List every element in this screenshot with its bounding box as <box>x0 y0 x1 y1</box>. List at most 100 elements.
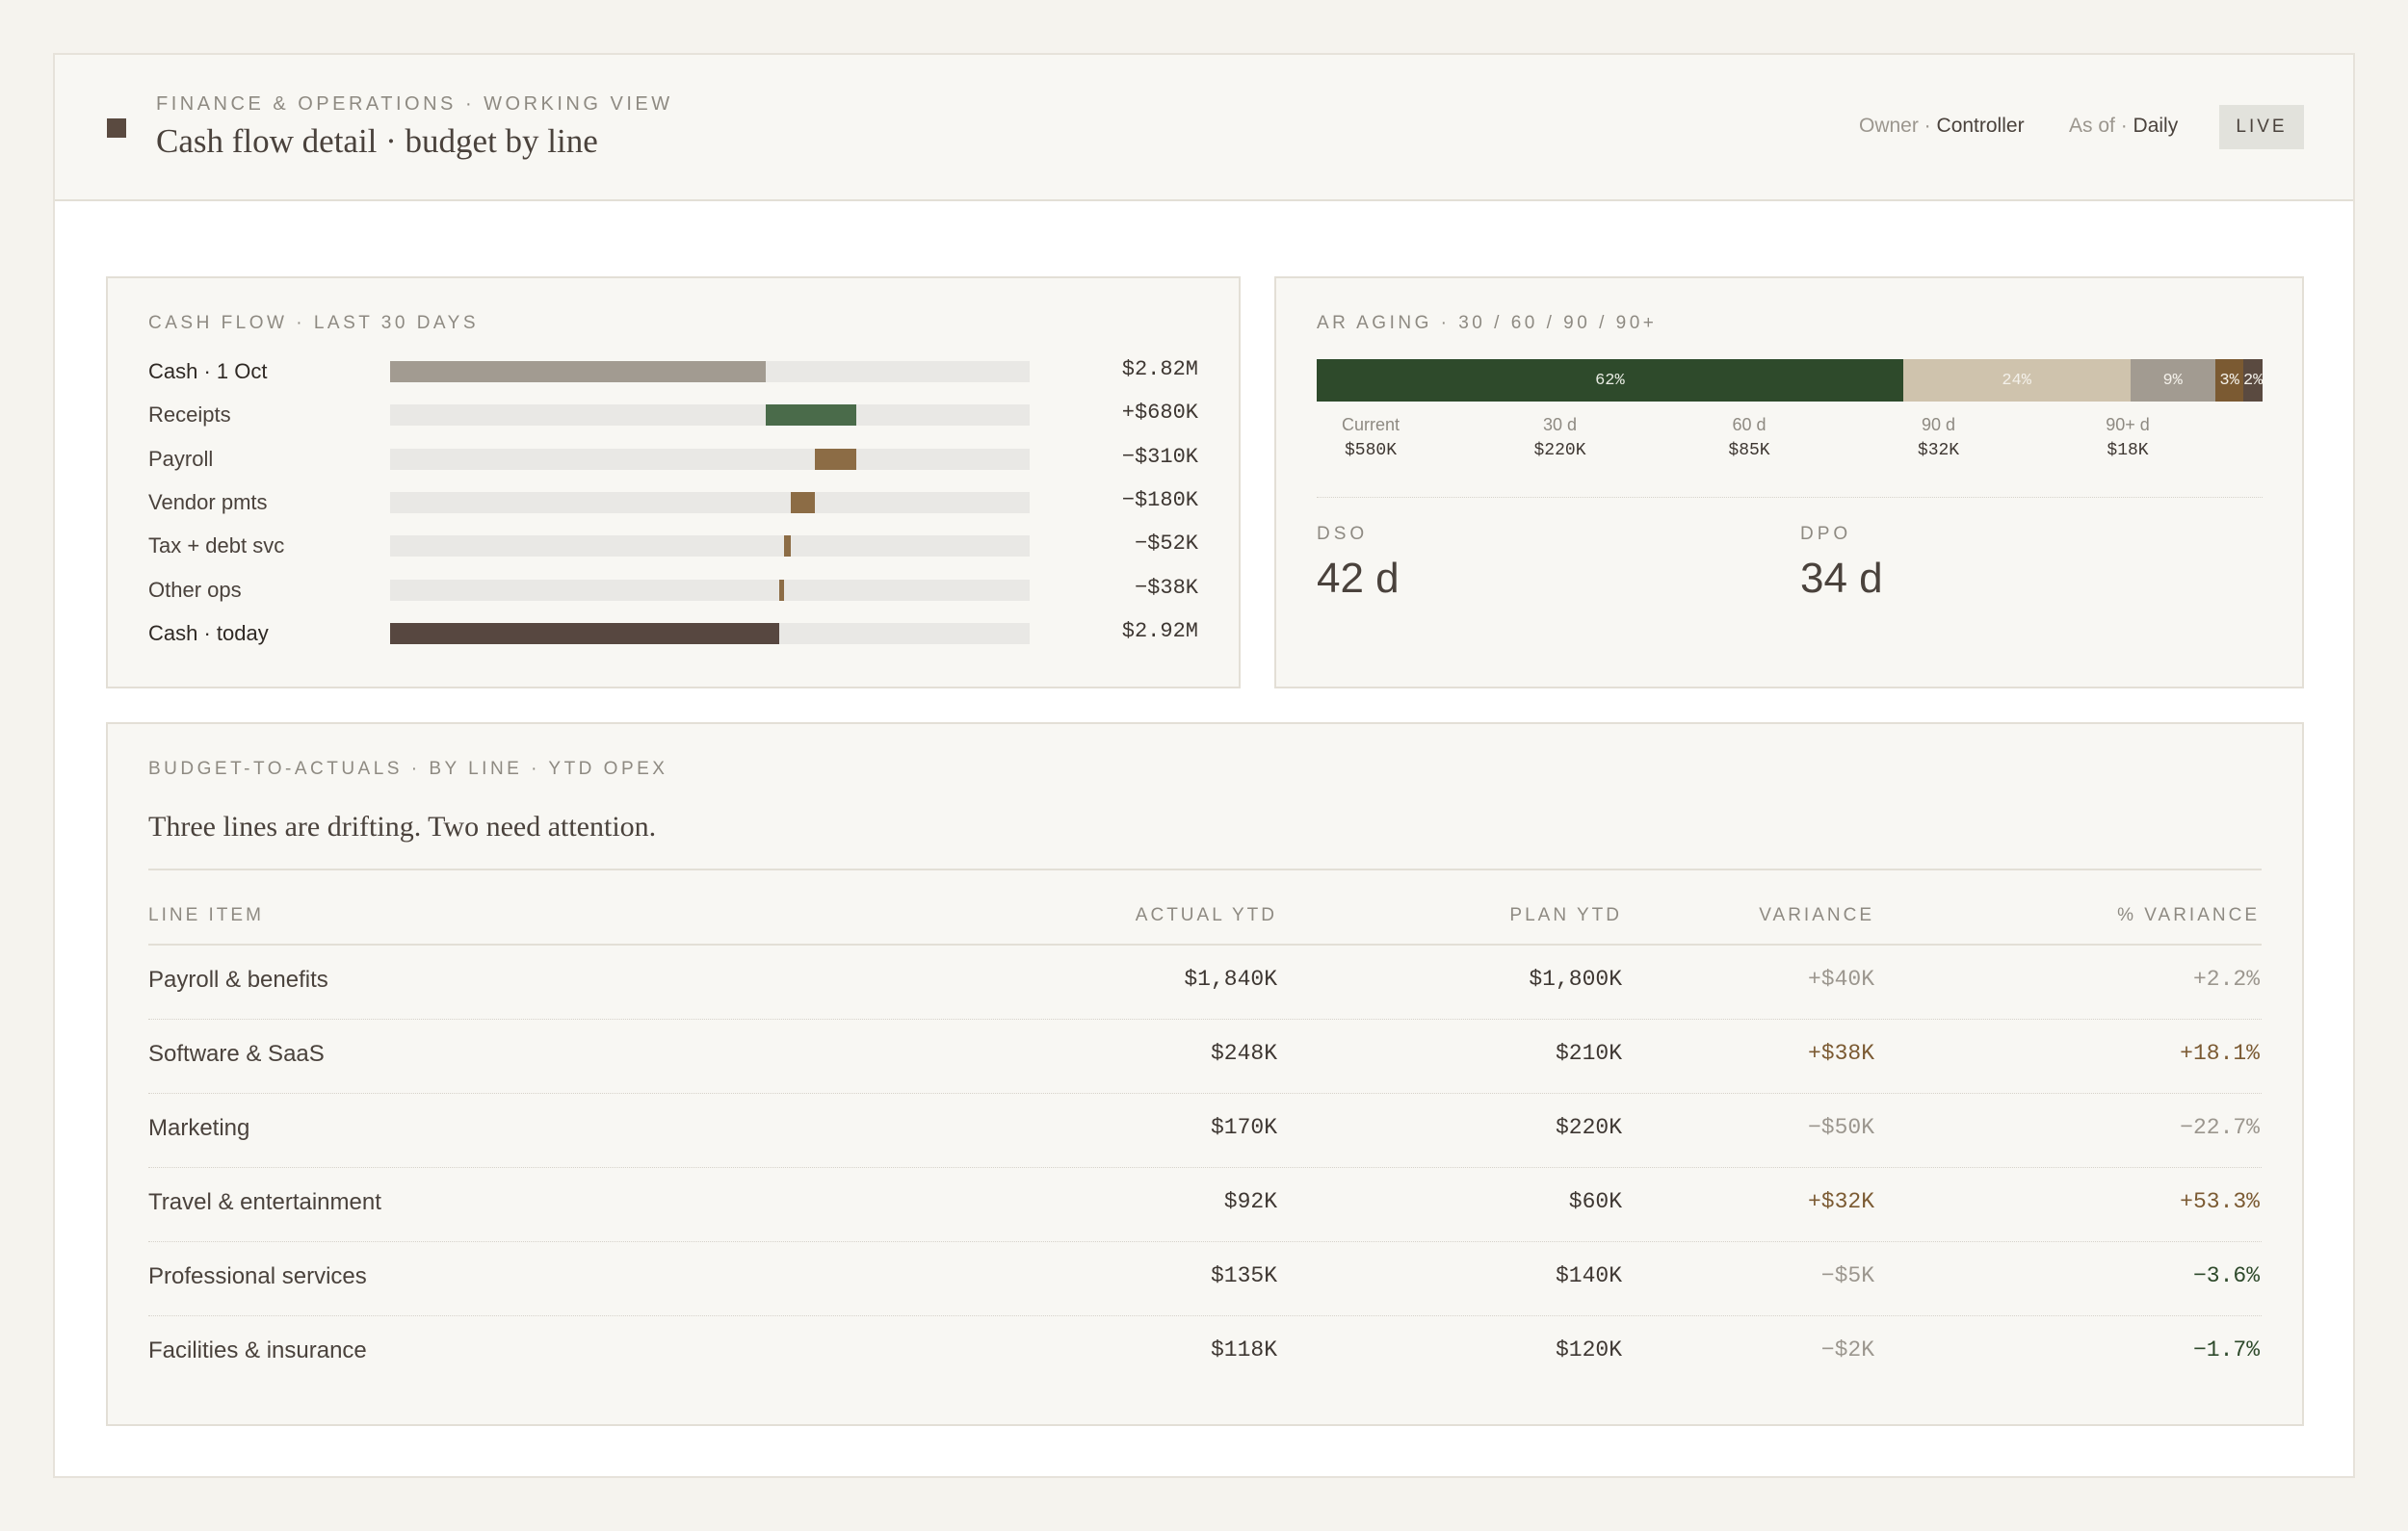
ar-aging-segment[interactable]: 9% <box>2130 359 2215 402</box>
col-header-plan[interactable]: PLAN YTD <box>1509 905 1622 925</box>
cell-actual: $92K <box>1223 1189 1277 1214</box>
cash-flow-row-label: Other ops <box>148 577 242 602</box>
cell-variance: −$5K <box>1820 1263 1874 1288</box>
cell-actual: $1,840K <box>1184 967 1277 992</box>
cash-flow-row: Cash · today $2.92M <box>108 619 1239 648</box>
as-of-value: Daily <box>2133 115 2179 137</box>
cell-pct-variance: +2.2% <box>2192 967 2260 992</box>
table-row[interactable]: Facilities & insurance $118K $120K −$2K −1.7… <box>148 1316 2262 1390</box>
cell-actual: $170K <box>1210 1115 1277 1140</box>
ar-bucket-value: $18K <box>2107 441 2149 460</box>
ar-aging-label: AR AGING · 30 / 60 / 90 / 90+ <box>1317 313 1658 333</box>
cell-pct-variance: −3.6% <box>2192 1263 2260 1288</box>
cash-flow-track <box>390 448 1030 470</box>
ar-aging-segment[interactable]: 24% <box>1902 359 2131 402</box>
cash-flow-row: Other ops −$38K <box>108 576 1239 605</box>
ar-bucket-value: $85K <box>1728 441 1770 460</box>
cell-actual: $118K <box>1210 1337 1277 1362</box>
col-header-variance[interactable]: VARIANCE <box>1759 905 1874 925</box>
ar-bucket-value: $580K <box>1344 441 1397 460</box>
cash-flow-bar <box>766 404 857 427</box>
ar-aging-bucket: 90+ d $18K <box>2051 415 2205 460</box>
ar-aging-segment[interactable]: 2% <box>2243 359 2263 402</box>
ar-aging-card: AR AGING · 30 / 60 / 90 / 90+ 62% 24% 9% 3%… <box>1274 276 2304 688</box>
cash-flow-row-label: Payroll <box>148 446 214 471</box>
col-header-pct-variance[interactable]: % VARIANCE <box>2117 905 2260 925</box>
cash-flow-row-value: −$38K <box>1134 575 1198 600</box>
budget-card: BUDGET-TO-ACTUALS · BY LINE · YTD OPEX T… <box>106 722 2304 1426</box>
ar-bucket-label: 90+ d <box>2106 415 2150 434</box>
cell-line-item: Payroll & benefits <box>148 967 328 993</box>
table-row[interactable]: Travel & entertainment $92K $60K +$32K +53.3… <box>148 1168 2262 1242</box>
ar-bucket-label: Current <box>1341 415 1400 434</box>
cash-flow-track <box>390 491 1030 513</box>
cell-plan: $220K <box>1555 1115 1622 1140</box>
owner-meta[interactable]: Owner · Controller <box>1859 115 2025 138</box>
table-row[interactable]: Professional services $135K $140K −$5K −3.6% <box>148 1242 2262 1316</box>
cell-plan: $210K <box>1555 1041 1622 1066</box>
budget-label: BUDGET-TO-ACTUALS · BY LINE · YTD OPEX <box>148 759 668 779</box>
cell-plan: $1,800K <box>1529 967 1622 992</box>
live-badge[interactable]: LIVE <box>2219 105 2304 149</box>
cell-pct-variance: +18.1% <box>2180 1041 2260 1066</box>
cash-flow-row-value: $2.82M <box>1121 357 1198 381</box>
table-row[interactable]: Software & SaaS $248K $210K +$38K +18.1% <box>148 1020 2262 1094</box>
cash-flow-row-label: Receipts <box>148 402 231 428</box>
cell-variance: +$40K <box>1807 967 1874 992</box>
ar-aging-segment[interactable]: 62% <box>1317 359 1903 402</box>
cash-flow-row: Payroll −$310K <box>108 445 1239 474</box>
cell-variance: +$32K <box>1807 1189 1874 1214</box>
cash-flow-row: Vendor pmts −$180K <box>108 488 1239 517</box>
cell-variance: −$50K <box>1807 1115 1874 1140</box>
as-of-label: As of · <box>2069 115 2128 137</box>
as-of-meta[interactable]: As of · Daily <box>2069 115 2178 138</box>
app-frame: FINANCE & OPERATIONS · WORKING VIEW Cash… <box>53 53 2355 1478</box>
ar-aging-segment[interactable]: 3% <box>2214 359 2244 402</box>
cash-flow-row: Tax + debt svc −$52K <box>108 532 1239 560</box>
table-row[interactable]: Marketing $170K $220K −$50K −22.7% <box>148 1094 2262 1168</box>
cell-actual: $135K <box>1210 1263 1277 1288</box>
cash-flow-track <box>390 579 1030 601</box>
table-header-divider <box>148 944 2262 946</box>
cell-plan: $60K <box>1568 1189 1622 1214</box>
cash-flow-row-value: −$52K <box>1134 532 1198 557</box>
table-row[interactable]: Payroll & benefits $1,840K $1,800K +$40K +2.… <box>148 946 2262 1020</box>
cash-flow-row-label: Tax + debt svc <box>148 533 285 558</box>
headline-divider <box>148 869 2262 870</box>
cell-line-item: Travel & entertainment <box>148 1189 381 1215</box>
col-header-line-item[interactable]: LINE ITEM <box>148 905 264 925</box>
cash-flow-bar <box>784 535 792 558</box>
ar-aging-bucket: 90 d $32K <box>1862 415 2016 460</box>
ar-aging-bucket: 30 d $220K <box>1483 415 1637 460</box>
owner-value: Controller <box>1936 115 2025 137</box>
cash-flow-bar <box>791 491 816 513</box>
cell-actual: $248K <box>1210 1041 1277 1066</box>
col-header-actual[interactable]: ACTUAL YTD <box>1135 905 1277 925</box>
dpo-value: 34 d <box>1800 555 1883 602</box>
cash-flow-label: CASH FLOW · LAST 30 DAYS <box>148 313 480 333</box>
ar-bucket-value: $32K <box>1917 441 1960 460</box>
budget-headline: Three lines are drifting. Two need atten… <box>148 811 657 843</box>
cell-plan: $140K <box>1555 1263 1622 1288</box>
ar-aging-bucket: Current $580K <box>1294 415 1448 460</box>
section-eyebrow: FINANCE & OPERATIONS · WORKING VIEW <box>156 93 673 115</box>
dso-value: 42 d <box>1317 555 1400 602</box>
cash-flow-card: CASH FLOW · LAST 30 DAYS Cash · 1 Oct $2.… <box>106 276 1241 688</box>
cash-flow-bar <box>778 579 785 601</box>
cell-pct-variance: +53.3% <box>2180 1189 2260 1214</box>
cash-flow-row-value: −$180K <box>1121 487 1198 512</box>
cell-line-item: Facilities & insurance <box>148 1337 367 1363</box>
cell-line-item: Marketing <box>148 1115 250 1141</box>
cash-flow-track <box>390 404 1030 427</box>
cash-flow-row-value: +$680K <box>1121 401 1198 426</box>
ar-aging-bucket: 60 d $85K <box>1672 415 1826 460</box>
cash-flow-bar <box>815 448 857 470</box>
brand-mark-icon <box>107 118 126 138</box>
cell-pct-variance: −1.7% <box>2192 1337 2260 1362</box>
ar-bucket-label: 90 d <box>1921 415 1956 434</box>
cell-variance: −$2K <box>1820 1337 1874 1362</box>
page-title: Cash flow detail · budget by line <box>156 122 598 160</box>
cell-plan: $120K <box>1555 1337 1622 1362</box>
cash-flow-row: Cash · 1 Oct $2.82M <box>108 357 1239 386</box>
cash-flow-row-value: −$310K <box>1121 444 1198 469</box>
